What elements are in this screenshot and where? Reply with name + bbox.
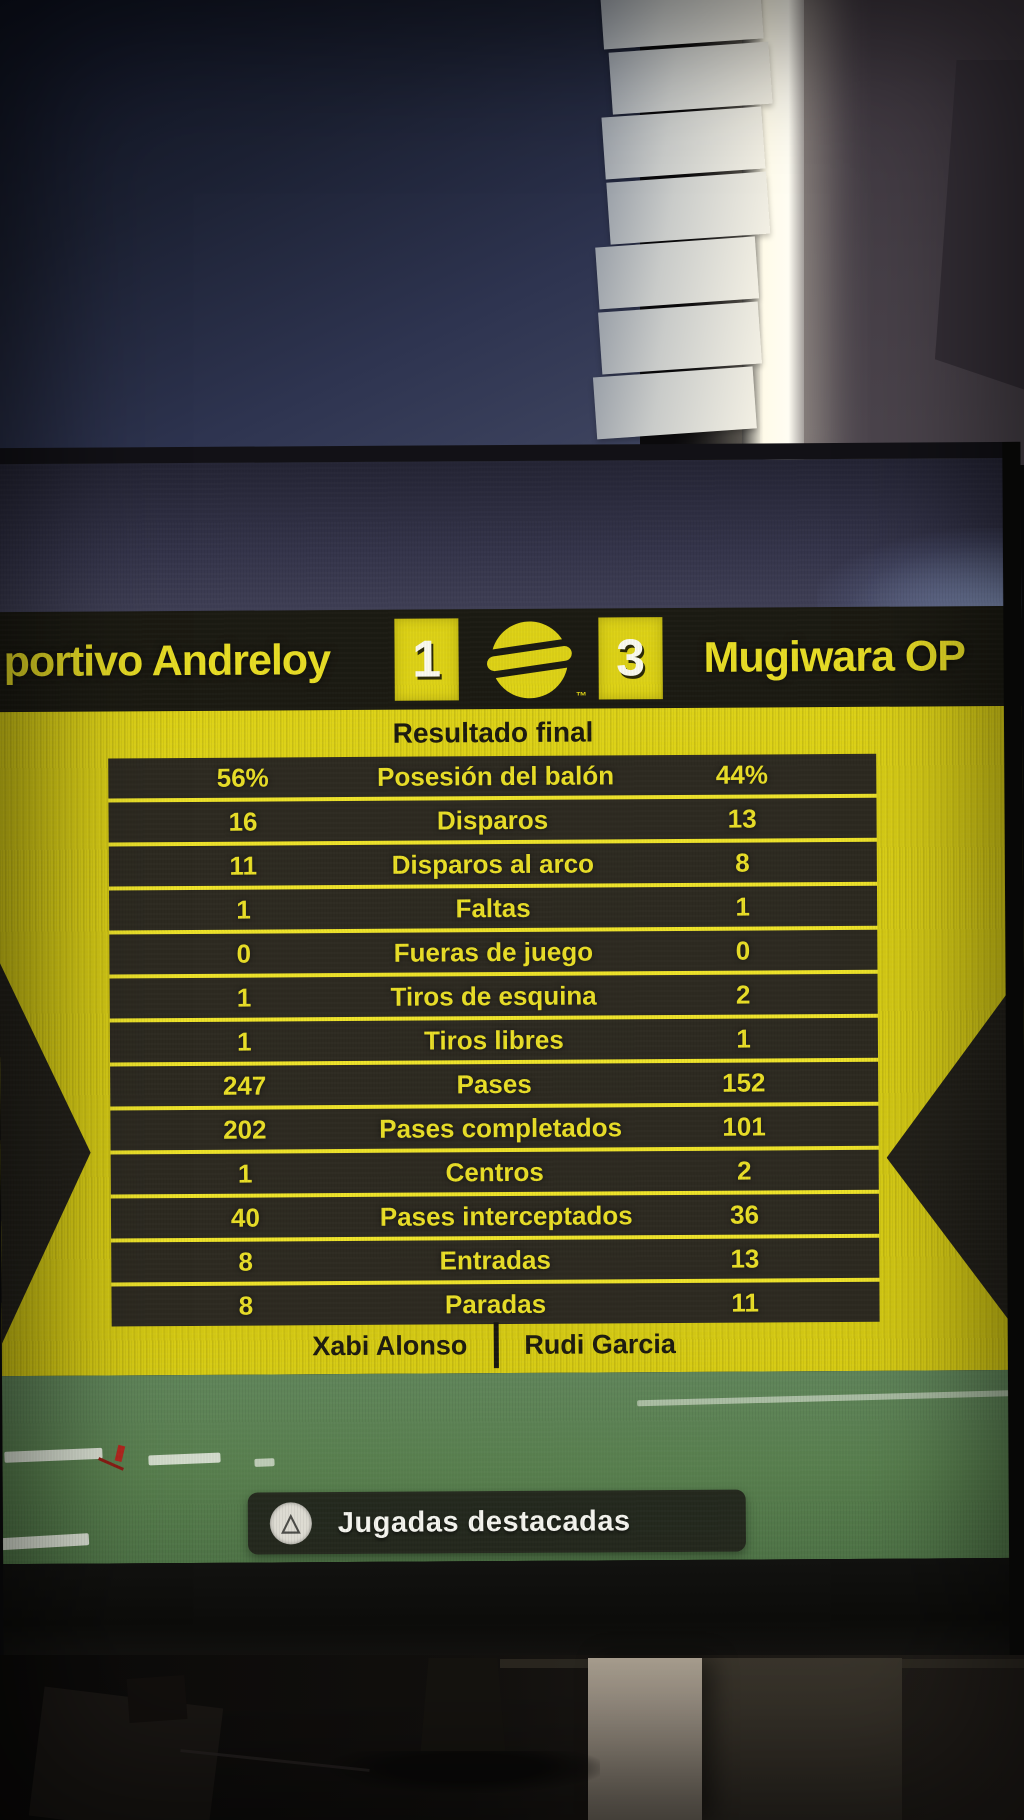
stat-away-value: 101: [722, 1110, 766, 1142]
stat-row: 247 Pases 152: [110, 1061, 879, 1107]
stat-label: Disparos: [436, 804, 549, 835]
room-background: [0, 0, 1024, 465]
stat-row: 1 Centros 2: [110, 1149, 879, 1195]
stats-table: 56% Posesión del balón 44% 16 Disparos 1…: [108, 753, 880, 1327]
monitor-stand-shadow: [330, 1751, 600, 1793]
pitch-dash: [4, 1447, 103, 1463]
window-blind-slat: [599, 0, 764, 50]
stat-row: 16 Disparos 13: [108, 797, 877, 843]
stat-away-value: 11: [731, 1286, 759, 1318]
stat-row: 202 Pases completados 101: [110, 1105, 879, 1151]
pitch-line: [637, 1389, 1024, 1407]
stat-home-value: 16: [228, 806, 258, 837]
efootball-logo-icon: [484, 621, 575, 699]
monitor-stand: [420, 1658, 506, 1758]
stat-label: Entradas: [439, 1244, 551, 1275]
stat-home-value: 202: [223, 1114, 267, 1145]
stat-away-value: 1: [735, 891, 751, 922]
stat-home-value: 8: [238, 1246, 253, 1277]
stat-home-value: 247: [222, 1070, 267, 1101]
pitch-dash: [148, 1452, 221, 1466]
triangle-button-icon: △: [269, 1502, 312, 1545]
away-score: 3: [615, 629, 646, 688]
stat-row: 56% Posesión del balón 44%: [108, 753, 877, 799]
home-team-name: portivo Andreloy: [3, 636, 331, 687]
home-score-box: 1: [394, 618, 459, 701]
stat-row: 1 Tiros de esquina 2: [109, 973, 878, 1019]
background-wall-dark: [702, 1658, 902, 1820]
window-blind-slat: [608, 41, 773, 115]
stat-away-value: 1: [736, 1023, 751, 1054]
monitor: portivo Andreloy 1 ™ 3 Mugiwara OP: [0, 441, 1024, 1667]
pitch-background: △ Jugadas destacadas: [0, 1369, 1024, 1565]
stat-home-value: 11: [229, 850, 258, 881]
stat-label: Paradas: [444, 1288, 547, 1319]
stat-row: 11 Disparos al arco 8: [108, 841, 877, 887]
stat-home-value: 1: [236, 1026, 252, 1057]
stat-row: 0 Fueras de juego 0: [109, 929, 878, 975]
monitor-bezel-bottom: [3, 1557, 1024, 1667]
stat-home-value: 40: [230, 1202, 260, 1233]
away-score-box: 3: [598, 617, 663, 700]
stat-away-value: 0: [735, 935, 751, 966]
left-wedge-decoration: [0, 962, 92, 1345]
stat-away-value: 152: [721, 1066, 766, 1098]
lit-pillar: [588, 1658, 702, 1820]
window-blinds: [592, 0, 773, 465]
stat-label: Centros: [445, 1156, 544, 1187]
red-object: [114, 1444, 126, 1463]
home-score: 1: [411, 630, 442, 689]
away-coach-name: Rudi Garcia: [524, 1328, 676, 1360]
stat-label: Disparos al arco: [391, 847, 595, 880]
stat-label: Tiros libres: [423, 1024, 564, 1056]
stat-label: Fueras de juego: [393, 936, 594, 968]
window-blind-slat: [606, 171, 771, 245]
room-wall-left: [0, 0, 640, 465]
stat-label: Pases: [456, 1068, 532, 1099]
window-blind-slat: [598, 301, 762, 375]
desk-area: [0, 1655, 1024, 1820]
stat-label: Pases interceptados: [379, 1199, 633, 1232]
away-team-name: Mugiwara OP: [703, 632, 966, 682]
stat-home-value: 1: [237, 1158, 253, 1189]
trademark-symbol: ™: [575, 690, 587, 703]
stat-home-value: 1: [236, 982, 252, 1013]
stat-label: Pases completados: [379, 1111, 623, 1144]
coach-bar: Xabi Alonso Rudi Garcia: [112, 1320, 880, 1371]
home-coach-name: Xabi Alonso: [312, 1329, 468, 1361]
stat-home-value: 56%: [216, 761, 269, 793]
scoreboard: portivo Andreloy 1 ™ 3 Mugiwara OP: [0, 605, 1022, 713]
window-blind-slat: [595, 236, 760, 310]
window-blind-slat: [592, 366, 757, 440]
highlights-button[interactable]: △ Jugadas destacadas: [247, 1489, 747, 1555]
stat-row: 1 Tiros libres 1: [109, 1017, 879, 1063]
stat-row: 40 Pases interceptados 36: [110, 1193, 880, 1239]
stat-away-value: 2: [736, 1155, 752, 1186]
stat-away-value: 44%: [715, 758, 769, 790]
pitch-dash: [254, 1458, 275, 1467]
panel-title: Resultado final: [392, 716, 594, 749]
game-screen: portivo Andreloy 1 ™ 3 Mugiwara OP: [0, 457, 1024, 1565]
pitch-dash: [0, 1533, 90, 1551]
right-wedge-decoration: [886, 982, 1018, 1333]
stat-away-value: 2: [735, 979, 751, 1010]
stat-away-value: 13: [727, 803, 757, 834]
stat-away-value: 36: [730, 1198, 760, 1230]
stat-row: 8 Entradas 13: [111, 1237, 880, 1283]
stat-home-value: 8: [238, 1290, 254, 1321]
desk-object: [126, 1675, 188, 1723]
stat-away-value: 13: [730, 1242, 760, 1274]
stat-label: Tiros de esquina: [390, 979, 597, 1012]
highlights-button-label: Jugadas destacadas: [337, 1504, 631, 1539]
stat-row: 1 Faltas 1: [108, 885, 878, 931]
stat-home-value: 0: [236, 938, 252, 969]
stat-label: Posesión del balón: [377, 759, 615, 792]
result-panel: Resultado final 56% Posesión del balón 4…: [0, 705, 1024, 1377]
window-blind-slat: [601, 106, 766, 180]
stat-home-value: 1: [236, 894, 251, 925]
stat-away-value: 8: [735, 847, 750, 878]
stat-label: Faltas: [455, 892, 531, 923]
